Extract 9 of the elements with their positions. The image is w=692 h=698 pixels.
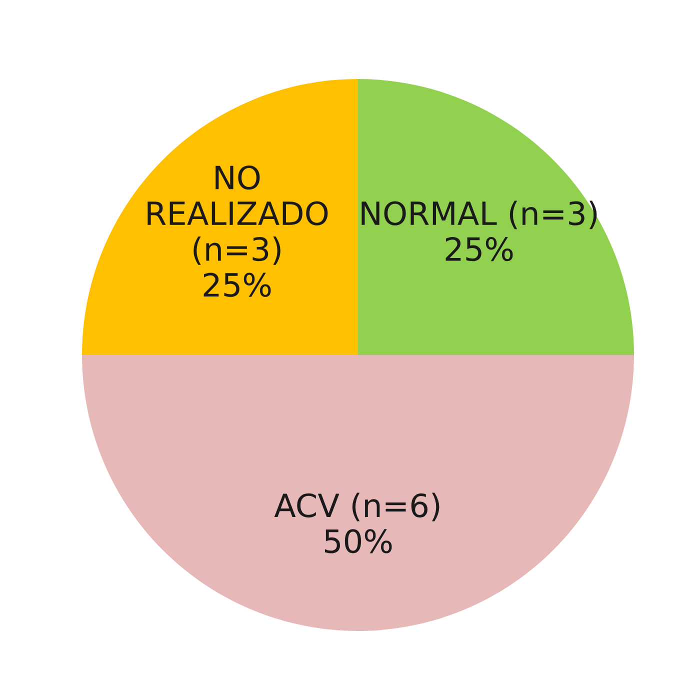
slice-label: NO REALIZADO (n=3) — [148, 165, 328, 265]
pie-slice — [358, 79, 634, 355]
pie-slice — [82, 79, 358, 355]
slice-label: NORMAL (n=3) — [362, 200, 597, 230]
pie-slice — [82, 355, 634, 631]
slice-label: ACV (n=6) — [274, 492, 440, 522]
data-label: 25% — [204, 272, 271, 297]
data-label: 25% — [446, 236, 513, 262]
data-label: 50% — [324, 529, 392, 554]
